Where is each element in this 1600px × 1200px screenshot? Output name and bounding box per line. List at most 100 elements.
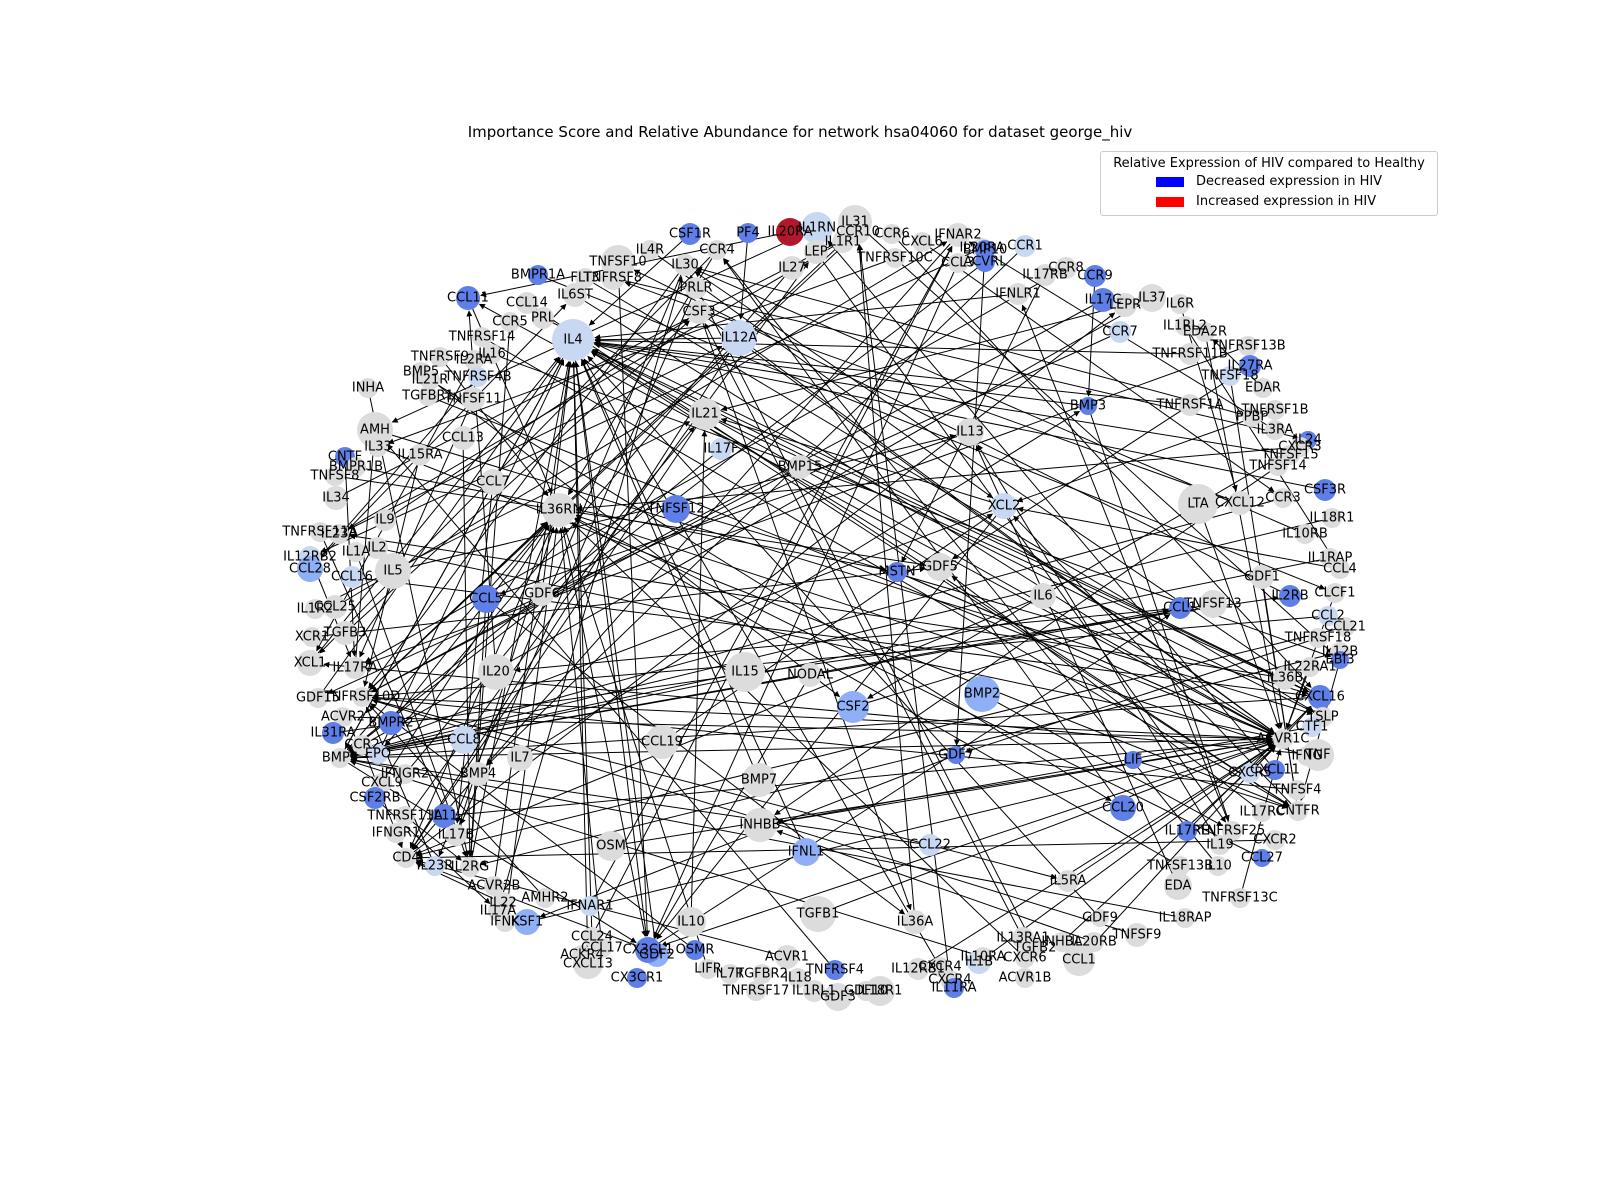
- node-label: IFNGR2: [381, 767, 429, 782]
- edge: [334, 241, 948, 608]
- node-label: IL12A: [721, 331, 758, 346]
- node-il10ra: [973, 947, 993, 967]
- node-label: IFNK: [490, 915, 520, 930]
- edge: [349, 533, 1286, 679]
- node-label: IL36A: [897, 915, 934, 930]
- node-label: CCL2: [1311, 609, 1345, 624]
- node-il1r1: [832, 231, 854, 253]
- edge: [349, 759, 984, 958]
- node-il10: [676, 907, 706, 937]
- edge: [576, 446, 1301, 512]
- legend: Relative Expression of HIV compared to H…: [1100, 151, 1438, 216]
- node-label: CCL19: [641, 735, 683, 750]
- node-label: IFNAR1: [566, 899, 613, 914]
- edge: [514, 607, 1181, 673]
- node-ccr7: [1109, 321, 1131, 343]
- node-ccl8: [450, 726, 478, 754]
- node-label: IL17A: [480, 904, 517, 919]
- node-label: IL17RB: [1022, 268, 1068, 283]
- node-il18r1: [1322, 508, 1342, 528]
- node-bmpr2: [379, 711, 403, 735]
- node-label: CSF1R: [669, 227, 711, 242]
- node-gdf7: [947, 746, 965, 764]
- node-xcr1: [302, 627, 322, 647]
- edge: [365, 345, 1249, 665]
- edge: [537, 274, 1326, 590]
- node-label: IL31RA: [310, 726, 355, 741]
- node-label: IL1A: [342, 545, 370, 560]
- node-ifnar1: [580, 896, 600, 916]
- edge: [558, 527, 603, 949]
- edge: [1067, 744, 1275, 882]
- edge: [347, 231, 859, 529]
- node-il27: [780, 256, 804, 280]
- node-label: CD4: [392, 851, 419, 866]
- node-nodal: [798, 663, 822, 687]
- node-bmp15: [788, 455, 812, 479]
- node-il36a: [903, 910, 927, 934]
- node-label: IL1R1: [825, 235, 862, 250]
- node-label: CCL17: [581, 941, 623, 956]
- node-prlr: [685, 277, 707, 299]
- node-label: EPO: [365, 747, 391, 762]
- node-ccl20: [1110, 795, 1136, 821]
- node-label: TGFB1: [796, 907, 840, 922]
- node-label: IL1RL2: [1163, 319, 1207, 334]
- node-bmp2: [964, 676, 1000, 712]
- node-label: GDF2: [639, 948, 675, 963]
- edge: [723, 258, 1124, 809]
- node-label: IL7: [510, 751, 529, 766]
- legend-label-increased: Increased expression in HIV: [1196, 194, 1377, 209]
- node-cx3cr1: [627, 968, 647, 988]
- edge: [462, 437, 473, 857]
- edge: [443, 737, 1273, 817]
- node-label: CCR10: [836, 225, 880, 240]
- node-il2: [366, 537, 388, 559]
- edge: [574, 294, 1275, 734]
- node-label: CXCR5: [1228, 766, 1271, 781]
- node-ifngr2: [395, 764, 415, 784]
- node-il11ra: [944, 978, 964, 998]
- node-label: IL22: [489, 896, 517, 911]
- node-bmp4: [466, 762, 490, 786]
- node-label: IL31: [841, 215, 869, 230]
- node-label: EDA2R: [1183, 325, 1227, 340]
- node-lep: [804, 240, 828, 264]
- node-label: TNFSF13: [1183, 597, 1241, 612]
- node-tnfrsf10d: [352, 687, 372, 707]
- node-ifnar2: [946, 223, 970, 247]
- node-label: IL17RC: [1239, 805, 1284, 820]
- node-il23a: [329, 524, 349, 544]
- node-ccl14: [516, 292, 538, 314]
- edge: [698, 311, 1275, 733]
- node-label: TNFRSF13C: [1201, 891, 1278, 906]
- edge: [1016, 409, 1276, 503]
- node-amhr2: [535, 888, 555, 908]
- node-label: CCL20: [1102, 801, 1144, 816]
- node-label: IL18: [784, 971, 812, 986]
- node-label: PRLR: [679, 281, 712, 296]
- edge: [416, 859, 788, 958]
- node-il18: [788, 968, 808, 988]
- node-il20: [478, 654, 514, 690]
- node-tnfrsf4: [825, 960, 845, 980]
- node-label: IL18RAP: [1159, 911, 1212, 926]
- node-label: INHBA: [1041, 935, 1082, 950]
- node-label: IL17B: [438, 828, 475, 843]
- node-il36b: [1273, 666, 1297, 690]
- node-label: GDF6: [524, 587, 560, 602]
- node-label: BMP15: [778, 460, 823, 475]
- node-label: CSF2: [836, 700, 869, 715]
- edge: [429, 379, 1112, 802]
- edge: [377, 359, 565, 755]
- node-gdf1: [1250, 565, 1274, 589]
- edge: [420, 371, 841, 697]
- edge: [953, 249, 986, 746]
- edge: [696, 266, 1253, 418]
- edge: [390, 523, 549, 724]
- edge: [416, 839, 1276, 861]
- edge: [594, 340, 1089, 407]
- node-csf1r: [679, 223, 701, 245]
- node-acvr2b: [484, 876, 504, 896]
